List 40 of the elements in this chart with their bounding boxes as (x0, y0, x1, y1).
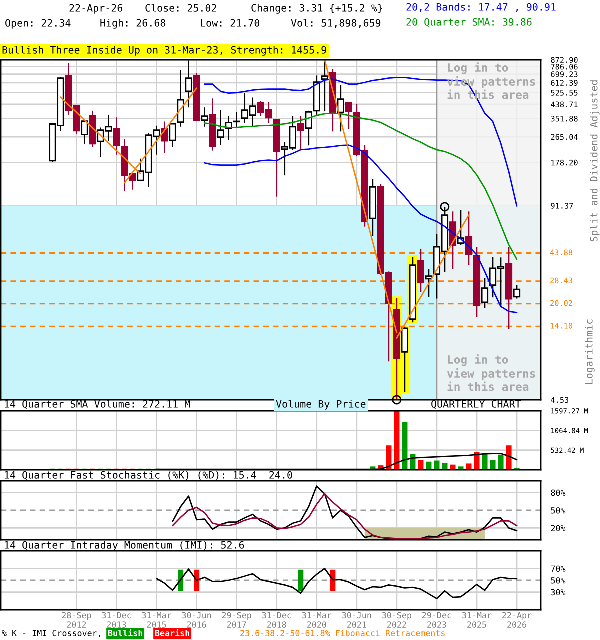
text: QUARTERLY CHART (432, 400, 522, 410)
x-tick-label: 22-Apr 2026 (502, 612, 532, 628)
text: Bullish (108, 630, 142, 636)
y-tick-label: 80% (551, 490, 566, 496)
x-tick-label: 31-Mar 2020 (302, 612, 332, 628)
legend-title: % K - IMI Crossover, (2, 630, 100, 638)
text: Close: 25.02 (146, 4, 216, 12)
text: 23.6-38.2-50-61.8% Fibonacci Retracements (240, 630, 445, 636)
annotation: Log in to view patterns in this area (447, 354, 536, 392)
text: 20 Quarter SMA: 39.86 (406, 18, 532, 28)
text: High: 26.68 (100, 19, 166, 29)
text: Open: 22.34 (6, 19, 71, 29)
text: Change: 3.31 {+15.2 %} (252, 4, 382, 14)
chart-title: 14 Quarter Fast Stochastic (%K) (%D): 15.4 24.0 (5, 471, 292, 480)
y-tick-label: 50% (551, 578, 566, 584)
x-tick-label: 30-Sep 2022 (382, 612, 412, 628)
x-tick-label: 31-Mar 2025 (462, 612, 492, 628)
text: Vol: 51,898,659 (291, 19, 381, 28)
y-tick-label: 20% (551, 525, 566, 532)
y-tick-label: 70% (551, 566, 566, 572)
text: 14 Quarter SMA Volume: 272.11 M (5, 400, 190, 410)
y-tick-label: 30% (551, 589, 566, 596)
text: Logarithmic (585, 320, 595, 384)
x-tick-label: 31-Mar 2015 (142, 612, 172, 628)
text: Bullish Three Inside Up on 31-Mar-23, Strength: 1455.9 (2, 46, 326, 56)
text: Bearish (156, 630, 190, 636)
x-tick-label: 31-Dec 2013 (102, 612, 132, 628)
x-tick-label: 31-Dec 2018 (262, 612, 292, 628)
text: 22-Apr-26 (70, 4, 123, 14)
x-tick-label: 30-Jun 2021 (342, 612, 372, 628)
x-tick-label: 29-Dec 2023 (422, 612, 452, 628)
chart-title: 14 Quarter Intraday Momentum (IMI): 52.6 (5, 541, 244, 551)
text: 20,2 Bands: 17.47 , 90.91 (406, 3, 556, 12)
x-tick-label: 28-Sep 2012 (62, 612, 92, 628)
x-tick-label: 29-Sep 2017 (222, 612, 252, 628)
x-tick-label: 30-Jun 2016 (182, 612, 212, 628)
y-axis-title: Split and Dividend Adjusted (590, 80, 600, 242)
band-label: Volume By Price (276, 400, 366, 410)
text: Low: 21.70 (201, 19, 260, 27)
y-tick-label: 50% (551, 508, 566, 514)
